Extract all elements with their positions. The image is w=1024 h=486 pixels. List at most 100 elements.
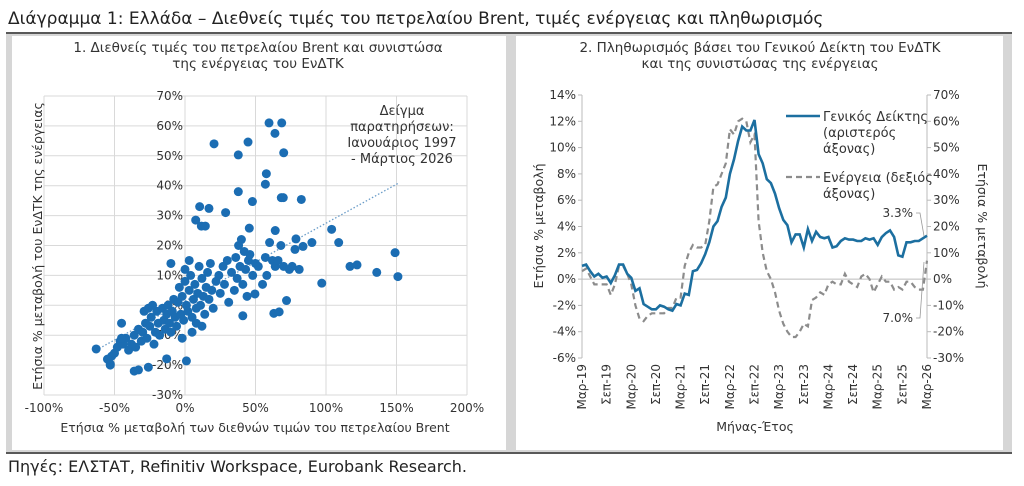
scatter-point: [205, 258, 215, 268]
scatter-point: [244, 223, 254, 233]
scatter-point: [307, 238, 317, 248]
scatter-point: [105, 360, 115, 370]
scatter-point: [277, 118, 287, 128]
scatter-point: [276, 241, 286, 250]
y-tick-label: 10%: [156, 268, 183, 282]
figure-title: Διάγραμμα 1: Ελλάδα – Διεθνείς τιμές του…: [8, 9, 823, 29]
scatter-point: [264, 118, 274, 128]
scatter-point: [227, 267, 237, 277]
scatter-point: [207, 285, 217, 295]
scatter-point: [187, 327, 197, 337]
left-panel: [12, 36, 506, 450]
x-tick-label: Σεπ-25: [895, 364, 909, 405]
scatter-point: [222, 255, 232, 265]
scatter-point: [204, 203, 214, 213]
scatter-point: [224, 297, 234, 307]
scatter-point: [270, 226, 280, 236]
chart2-left-axis-label: Ετήσια % μεταβολή: [531, 164, 546, 289]
scatter-point: [204, 294, 214, 304]
scatter-point: [149, 339, 159, 349]
left-y-tick-label: 8%: [557, 167, 576, 181]
scatter-point: [242, 291, 252, 301]
scatter-point: [142, 333, 152, 343]
left-y-tick-label: 0%: [557, 272, 576, 286]
sample-note-line4: - Μάρτιος 2026: [351, 152, 453, 167]
scatter-point: [143, 362, 153, 372]
chart2-x-axis-label: Μήνας-Έτος: [716, 419, 794, 434]
scatter-point: [250, 289, 260, 299]
scatter-point: [317, 278, 327, 288]
scatter-point: [117, 318, 127, 328]
right-y-tick-label: -30%: [933, 351, 964, 365]
scatter-point: [296, 194, 306, 204]
x-tick-label: Μαρ-23: [772, 364, 786, 409]
scatter-point: [190, 279, 200, 289]
scatter-point: [184, 255, 194, 265]
scatter-point: [203, 267, 213, 277]
scatter-point: [236, 235, 246, 245]
scatter-point: [191, 215, 201, 225]
x-tick-label: 0%: [175, 401, 194, 415]
x-tick-label: Σεπ-23: [797, 364, 811, 405]
scatter-chart: 1. Διεθνείς τιμές του πετρελαίου Brent κ…: [25, 40, 484, 435]
x-tick-label: Σεπ-21: [698, 364, 712, 405]
right-y-tick-label: 20%: [933, 220, 960, 234]
y-tick-label: 50%: [156, 149, 183, 163]
scatter-point: [179, 315, 189, 325]
scatter-point: [243, 137, 253, 147]
chart2-right-axis-label: Ετήσια % μεταβολή: [975, 164, 990, 289]
y-tick-label: 20%: [156, 239, 183, 253]
scatter-point: [229, 285, 239, 295]
scatter-point: [238, 279, 248, 289]
scatter-point: [352, 260, 362, 270]
right-y-tick-label: 40%: [933, 167, 960, 181]
y-tick-label: -30%: [152, 388, 183, 402]
scatter-point: [166, 258, 176, 268]
scatter-point: [219, 279, 229, 289]
scatter-point: [186, 270, 196, 280]
scatter-point: [177, 333, 187, 343]
scatter-point: [177, 291, 187, 301]
x-tick-label: Μαρ-25: [871, 364, 885, 409]
sample-note-line2: παρατηρήσεων:: [350, 120, 454, 135]
sample-note-line3: Ιανουάριος 1997: [347, 136, 456, 151]
scatter-point: [233, 187, 243, 197]
scatter-point: [241, 264, 251, 274]
x-tick-label: Σεπ-19: [600, 364, 614, 405]
chart1-x-axis-label: Ετήσια % μεταβολή των διεθνών τιμών του …: [60, 420, 449, 435]
scatter-point: [261, 169, 271, 179]
x-tick-label: 50%: [242, 401, 269, 415]
scatter-point: [200, 309, 210, 319]
scatter-point: [162, 354, 172, 364]
x-tick-label: Σεπ-22: [748, 364, 762, 405]
scatter-point: [345, 261, 355, 271]
scatter-point: [174, 282, 184, 292]
scatter-point: [221, 208, 231, 218]
scatter-point: [184, 285, 194, 295]
scatter-point: [291, 234, 301, 244]
end-label-general-index: 3.3%: [883, 206, 914, 220]
legend-energy-line2: άξονας): [823, 187, 875, 202]
scatter-point: [195, 202, 205, 212]
energy-series-line: [581, 117, 929, 339]
scatter-point: [232, 273, 242, 283]
scatter-point: [208, 303, 218, 313]
scatter-point: [279, 148, 289, 158]
left-y-tick-label: -2%: [553, 298, 576, 312]
scatter-point: [245, 249, 255, 259]
scatter-point: [145, 321, 155, 331]
line-chart: 2. Πληθωρισμός βάσει του Γενικού Δείκτη …: [531, 40, 990, 434]
scatter-point: [197, 321, 207, 331]
sample-note-line1: Δείγμα: [380, 104, 425, 119]
x-tick-label: 100%: [309, 401, 343, 415]
x-tick-label: 150%: [379, 401, 413, 415]
legend-energy-line1: Ενέργεια (δεξιός: [823, 171, 933, 186]
x-tick-label: Μαρ-20: [624, 364, 638, 409]
chart2-title-line1: 2. Πληθωρισμός βάσει του Γενικού Δείκτη …: [579, 40, 941, 56]
end-label-energy-leader: [916, 261, 925, 319]
x-tick-label: -50%: [99, 401, 130, 415]
chart1-y-axis-label: Ετήσια % μεταβολή του ΕνΔΤΚ της ενέργεια…: [30, 102, 45, 390]
scatter-point: [260, 252, 270, 262]
x-tick-label: Μαρ-22: [723, 364, 737, 409]
